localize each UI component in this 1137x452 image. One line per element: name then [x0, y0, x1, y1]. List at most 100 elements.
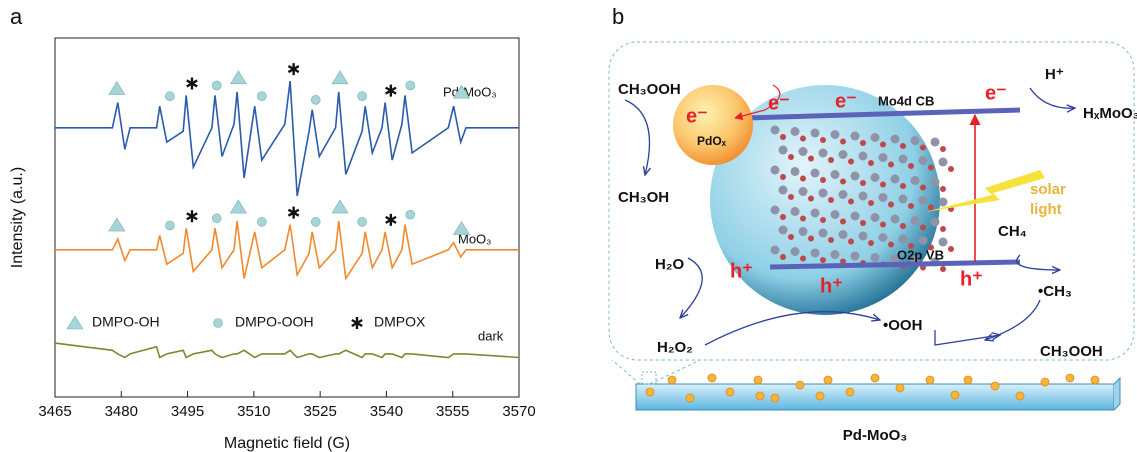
- pd-dot: [926, 376, 934, 384]
- label: h⁺: [730, 260, 753, 282]
- label: e⁻: [835, 90, 857, 112]
- peak-marker: [165, 221, 174, 230]
- label: •CH₃: [1038, 283, 1072, 300]
- atom: [900, 143, 906, 149]
- atom: [811, 129, 820, 138]
- label: PdOₓ: [697, 134, 727, 148]
- peak-marker: [311, 95, 320, 104]
- atom: [800, 176, 806, 182]
- legend-label: DMPO-OOH: [235, 314, 314, 330]
- peak-marker: [187, 77, 197, 89]
- peak-marker: [109, 82, 125, 95]
- label: h⁺: [820, 275, 843, 297]
- atom: [791, 247, 800, 256]
- label: CH₄: [998, 223, 1027, 240]
- label: h⁺: [960, 268, 983, 290]
- atom: [788, 154, 794, 160]
- atom: [851, 132, 860, 141]
- atom: [931, 138, 940, 147]
- atom: [899, 195, 908, 204]
- label: CH₃OOH: [1040, 343, 1103, 360]
- atom: [819, 189, 828, 198]
- pd-dot: [726, 388, 734, 396]
- atom: [771, 206, 780, 215]
- pd-dot: [646, 388, 654, 396]
- peak-marker: [332, 71, 348, 84]
- pd-dot: [964, 376, 972, 384]
- atom: [860, 220, 866, 226]
- atom: [839, 230, 848, 239]
- atom: [888, 202, 894, 208]
- atom: [871, 253, 880, 262]
- peak-marker: [288, 63, 298, 75]
- atom: [911, 136, 920, 145]
- atom: [940, 266, 946, 272]
- atom: [948, 246, 954, 252]
- atom: [799, 147, 808, 156]
- pd-dot: [771, 394, 779, 402]
- atom: [831, 250, 840, 259]
- atom: [771, 166, 780, 175]
- atom: [851, 252, 860, 261]
- atom: [920, 145, 926, 151]
- nanobelt: [636, 384, 1114, 410]
- atom: [919, 156, 928, 165]
- atom: [879, 153, 888, 162]
- atom: [908, 203, 914, 209]
- peak-marker: [288, 207, 298, 219]
- atom: [880, 142, 886, 148]
- label: CH₃OOH: [618, 81, 681, 98]
- atom: [859, 232, 868, 241]
- pd-dot: [846, 388, 854, 396]
- series-label: Pd-MoO₃: [443, 84, 497, 99]
- atom: [940, 186, 946, 192]
- atom: [940, 146, 946, 152]
- label: H₂O: [655, 256, 684, 273]
- figure: a b CH₃OOH CH₃OH e⁻ PdOₓ e⁻ e⁻ Mo4d CB e…: [0, 0, 1137, 452]
- peak-marker: [212, 81, 221, 90]
- atom: [880, 222, 886, 228]
- atom: [780, 214, 786, 220]
- x-tick-label: 3555: [436, 403, 469, 420]
- peak-marker: [257, 217, 266, 226]
- atom: [839, 190, 848, 199]
- atom: [940, 226, 946, 232]
- atom: [848, 159, 854, 165]
- atom: [791, 127, 800, 136]
- peak-marker: [230, 200, 246, 213]
- peak-marker: [406, 210, 415, 219]
- atom: [868, 160, 874, 166]
- label: solar: [1030, 181, 1066, 198]
- atom: [948, 166, 954, 172]
- atom: [820, 257, 826, 263]
- atom: [939, 238, 948, 247]
- label: e⁻: [686, 105, 708, 127]
- pd-dot: [1016, 392, 1024, 400]
- atom: [900, 223, 906, 229]
- peak-marker: [311, 217, 320, 226]
- atom: [871, 213, 880, 222]
- arrow: [985, 300, 1040, 340]
- atom: [791, 207, 800, 216]
- peak-marker: [386, 85, 396, 97]
- x-tick-label: 3480: [105, 403, 138, 420]
- atom: [931, 178, 940, 187]
- pd-dot: [708, 374, 716, 382]
- atom: [800, 136, 806, 142]
- atom: [860, 180, 866, 186]
- atom: [780, 134, 786, 140]
- atom: [791, 167, 800, 176]
- atom: [828, 157, 834, 163]
- atom: [920, 225, 926, 231]
- nanobelt-end: [1114, 378, 1120, 410]
- atom: [911, 176, 920, 185]
- atom: [788, 234, 794, 240]
- label: e⁻: [985, 82, 1007, 104]
- peak-marker: [187, 210, 197, 222]
- atom: [788, 194, 794, 200]
- legend-label: DMPO-OH: [92, 314, 160, 330]
- atom: [820, 137, 826, 143]
- x-tick-label: 3465: [38, 403, 71, 420]
- x-tick-label: 3495: [171, 403, 204, 420]
- peak-marker: [332, 200, 348, 213]
